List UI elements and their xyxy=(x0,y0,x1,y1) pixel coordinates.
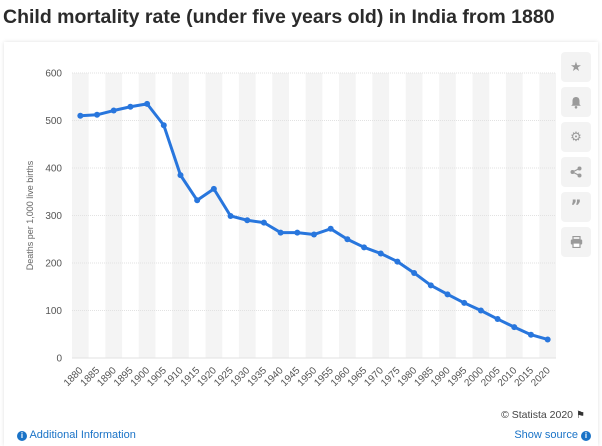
data-point xyxy=(260,219,267,226)
data-point xyxy=(294,229,301,236)
chart-card: 0 100 200 300 400 500 600 Deaths per 1,000 live… xyxy=(4,42,598,446)
data-point xyxy=(344,236,351,243)
data-point xyxy=(511,324,518,331)
data-point xyxy=(144,100,151,107)
data-point xyxy=(160,122,167,129)
data-point xyxy=(77,112,84,119)
category-band xyxy=(138,73,156,358)
data-point xyxy=(427,282,434,289)
quote-icon: ” xyxy=(570,196,582,217)
flag-icon: ⚑ xyxy=(576,410,585,421)
bell-icon xyxy=(571,96,581,109)
category-band xyxy=(105,73,123,358)
notification-button[interactable] xyxy=(561,87,591,117)
additional-information-label: Additional Information xyxy=(29,429,136,441)
share-button[interactable] xyxy=(561,157,591,187)
data-point xyxy=(327,225,334,232)
y-tick-label: 600 xyxy=(45,69,62,80)
y-tick-label: 100 xyxy=(45,306,62,317)
cite-button[interactable]: ” xyxy=(561,192,591,222)
page-title: Child mortality rate (under five years o… xyxy=(3,6,555,28)
show-source-link[interactable]: Show source i xyxy=(514,429,591,441)
data-point xyxy=(277,229,284,236)
info-icon: i xyxy=(17,431,27,441)
category-band xyxy=(238,73,256,358)
statista-credit[interactable]: © Statista 2020 ⚑ xyxy=(501,409,585,421)
data-point xyxy=(94,111,101,118)
star-icon: ★ xyxy=(570,59,582,75)
gear-icon: ⚙ xyxy=(570,129,582,145)
category-band xyxy=(539,73,556,358)
favorite-button[interactable]: ★ xyxy=(561,52,591,82)
print-icon xyxy=(570,236,582,248)
data-point xyxy=(461,299,468,306)
print-button[interactable] xyxy=(561,227,591,257)
data-point xyxy=(377,250,384,257)
y-tick-label: 0 xyxy=(56,354,62,365)
data-point xyxy=(244,217,251,224)
data-point xyxy=(127,103,134,110)
data-point xyxy=(477,307,484,314)
x-tick-label: 2020 xyxy=(529,365,553,389)
category-band xyxy=(205,73,223,358)
y-axis-label: Deaths per 1,000 live births xyxy=(25,160,35,270)
category-band xyxy=(339,73,356,358)
data-point xyxy=(361,244,368,251)
data-point xyxy=(194,197,201,204)
data-point xyxy=(411,269,418,276)
y-tick-label: 300 xyxy=(45,211,62,222)
data-point xyxy=(494,316,501,323)
y-tick-label: 500 xyxy=(45,116,62,127)
show-source-label: Show source xyxy=(514,429,578,441)
data-point xyxy=(544,336,551,343)
data-point xyxy=(394,258,401,265)
y-tick-label: 400 xyxy=(45,164,62,175)
chart-toolbar: ★ ⚙ ” xyxy=(561,52,593,257)
share-icon xyxy=(570,166,582,178)
data-point xyxy=(227,212,234,219)
settings-button[interactable]: ⚙ xyxy=(561,122,591,152)
data-point xyxy=(311,231,317,238)
y-tick-label: 200 xyxy=(45,259,62,270)
data-point xyxy=(110,107,117,114)
data-point xyxy=(444,291,451,298)
data-point xyxy=(177,172,184,179)
additional-information-link[interactable]: i Additional Information xyxy=(17,429,136,441)
line-chart: 0 100 200 300 400 500 600 Deaths per 1,000 live… xyxy=(25,69,556,389)
category-band xyxy=(439,73,456,358)
data-point xyxy=(527,331,534,338)
credit-text: © Statista 2020 xyxy=(501,409,574,421)
info-icon: i xyxy=(581,431,591,441)
data-point xyxy=(210,185,217,192)
